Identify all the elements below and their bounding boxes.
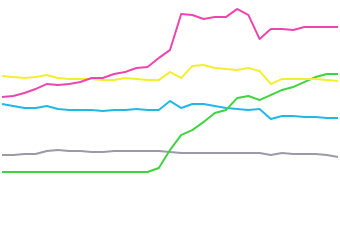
series-line [1,64,339,85]
series-line [1,8,338,98]
series-line [2,149,339,158]
series-line [2,73,338,173]
series-line [1,100,338,120]
chart [1,8,339,173]
